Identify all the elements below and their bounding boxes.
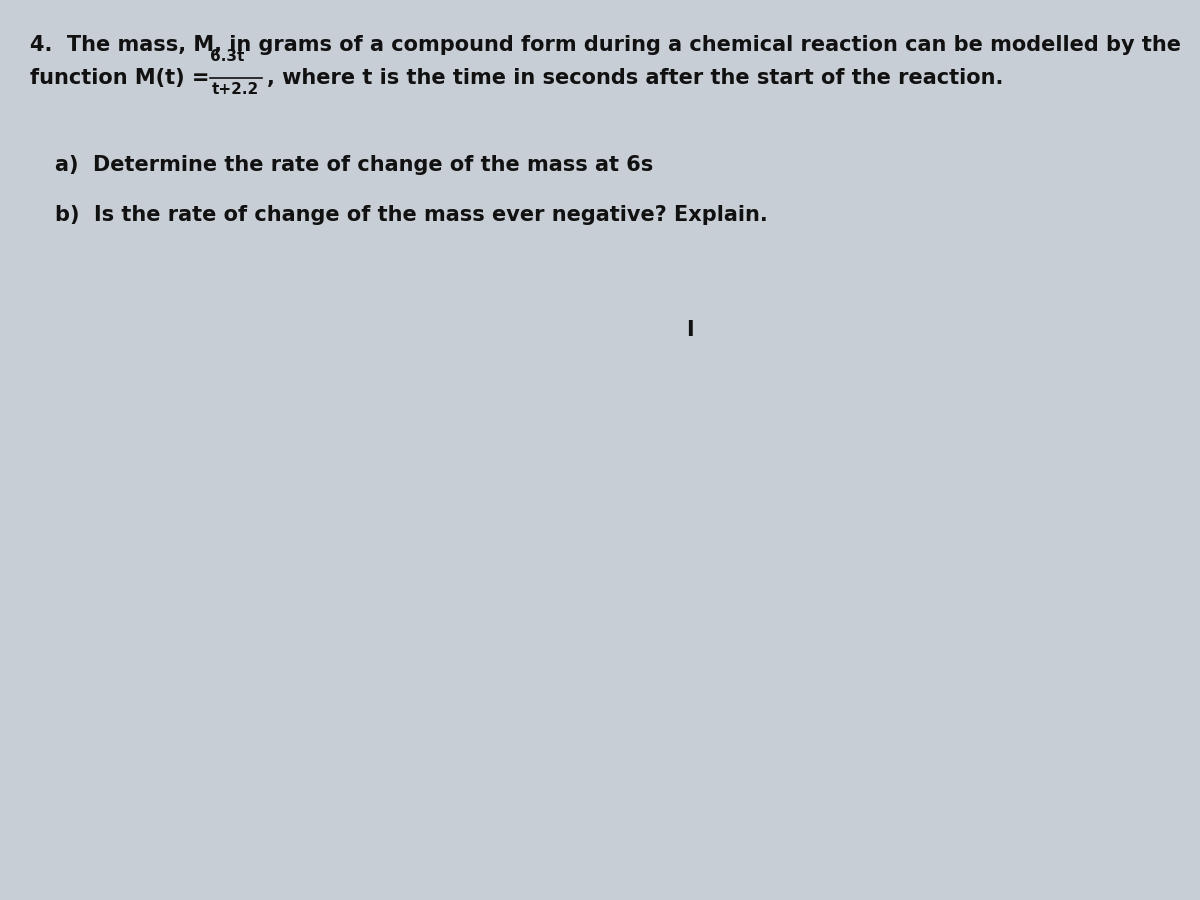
- Text: 6.3t: 6.3t: [210, 49, 245, 64]
- Text: b)  Is the rate of change of the mass ever negative? Explain.: b) Is the rate of change of the mass eve…: [55, 205, 768, 225]
- Text: 4.  The mass, M, in grams of a compound form during a chemical reaction can be m: 4. The mass, M, in grams of a compound f…: [30, 35, 1181, 55]
- Text: I: I: [686, 320, 694, 340]
- Text: , where t is the time in seconds after the start of the reaction.: , where t is the time in seconds after t…: [266, 68, 1003, 88]
- Text: function M(t) =: function M(t) =: [30, 68, 217, 88]
- Text: t+2.2: t+2.2: [212, 82, 259, 97]
- Text: a)  Determine the rate of change of the mass at 6s: a) Determine the rate of change of the m…: [55, 155, 653, 175]
